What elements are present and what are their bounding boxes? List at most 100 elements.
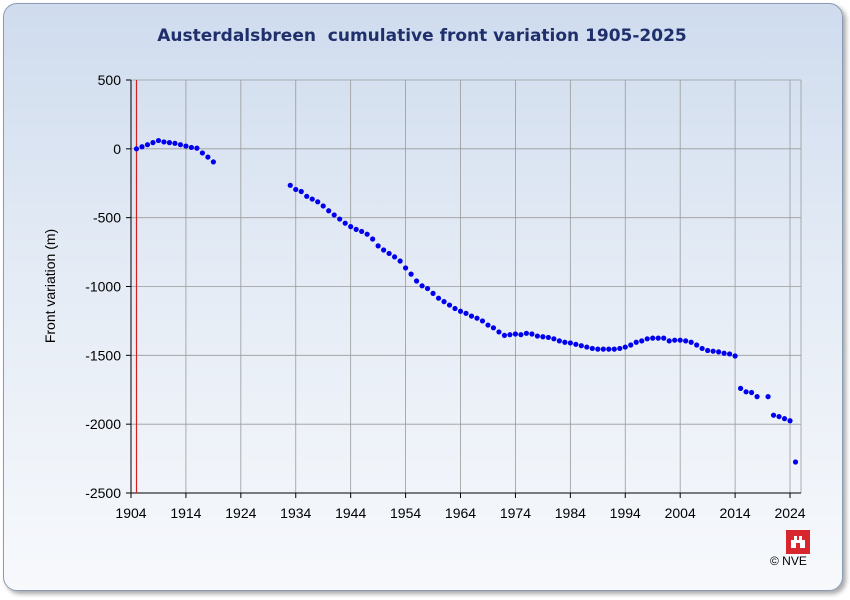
data-point	[655, 335, 661, 341]
data-point	[408, 271, 414, 277]
data-point	[468, 313, 475, 319]
data-point	[694, 342, 700, 348]
data-point	[737, 385, 744, 391]
data-point	[683, 338, 689, 344]
data-point	[150, 140, 156, 146]
y-tick-label: -1500	[85, 347, 121, 363]
data-point	[293, 186, 299, 193]
y-tick-label: 0	[113, 141, 121, 157]
data-point	[474, 315, 480, 321]
data-point	[348, 224, 354, 230]
data-point	[754, 394, 760, 400]
data-point	[672, 337, 678, 343]
data-point	[139, 144, 145, 150]
data-point	[567, 340, 573, 346]
data-point	[606, 346, 612, 352]
chart-title: Austerdalsbreen cumulative front variati…	[157, 26, 687, 46]
data-point	[633, 339, 639, 345]
data-point	[732, 353, 738, 359]
data-point	[727, 351, 733, 357]
data-point	[479, 318, 486, 324]
data-point	[540, 334, 546, 340]
x-tick-label: 1984	[555, 505, 586, 521]
data-point	[430, 290, 436, 296]
data-point	[490, 325, 497, 331]
data-point	[781, 416, 788, 422]
data-point	[194, 145, 200, 151]
data-point	[551, 336, 557, 342]
data-point	[375, 243, 381, 249]
data-point	[359, 228, 365, 235]
data-point	[792, 459, 799, 465]
data-point	[765, 394, 771, 400]
data-point	[523, 330, 530, 336]
data-point	[183, 143, 189, 149]
data-point	[573, 341, 579, 347]
x-tick-label: 2024	[774, 505, 805, 521]
data-point	[386, 250, 392, 257]
data-point	[666, 338, 672, 344]
data-point	[210, 159, 216, 165]
data-point	[677, 337, 683, 343]
data-point	[611, 346, 617, 352]
data-point	[748, 389, 755, 396]
axes	[126, 79, 801, 498]
data-point	[304, 193, 310, 199]
data-point	[485, 322, 491, 328]
data-point	[424, 285, 431, 292]
data-point	[166, 140, 173, 146]
data-point	[721, 350, 727, 356]
x-tick-label: 1954	[390, 505, 421, 521]
data-point	[688, 339, 694, 345]
data-point	[315, 199, 321, 205]
data-point	[337, 216, 343, 222]
data-point	[501, 332, 508, 338]
data-point	[600, 346, 606, 352]
data-point	[617, 345, 623, 352]
data-point	[309, 196, 315, 202]
y-tick-label: -2000	[85, 416, 121, 432]
data-point	[622, 344, 628, 350]
data-point	[413, 278, 420, 284]
data-point	[644, 336, 650, 342]
data-point	[326, 208, 332, 214]
data-point	[205, 154, 211, 160]
data-point	[628, 342, 634, 348]
x-tick-label: 2014	[720, 505, 751, 521]
data-point	[518, 332, 524, 338]
copyright-text: © NVE	[770, 554, 807, 568]
data-point	[298, 188, 304, 195]
data-point	[661, 335, 667, 341]
data-point	[496, 329, 502, 335]
data-points	[133, 137, 799, 465]
data-point	[787, 418, 793, 424]
data-point	[381, 247, 387, 253]
data-point	[419, 283, 425, 289]
data-point	[177, 142, 184, 148]
data-point	[578, 343, 584, 349]
x-tick-label: 2004	[665, 505, 696, 521]
data-point	[584, 344, 590, 350]
data-point	[441, 299, 447, 305]
data-point	[370, 236, 376, 242]
data-point	[155, 137, 162, 144]
data-point	[144, 142, 151, 148]
data-point	[457, 308, 464, 314]
data-point	[342, 220, 348, 226]
x-tick-label: 1944	[335, 505, 366, 521]
data-point	[452, 305, 458, 312]
data-point	[507, 332, 513, 338]
y-tick-label: -1000	[85, 279, 121, 295]
data-point	[172, 140, 178, 146]
x-tick-label: 1934	[280, 505, 311, 521]
grid	[130, 79, 802, 494]
data-point	[556, 338, 562, 344]
data-point	[392, 254, 398, 260]
data-point	[397, 258, 403, 264]
data-point	[529, 331, 535, 337]
x-tick-label: 1904	[115, 505, 146, 521]
data-point	[595, 346, 601, 352]
data-point	[512, 331, 519, 337]
y-axis-title: Front variation (m)	[42, 229, 58, 343]
